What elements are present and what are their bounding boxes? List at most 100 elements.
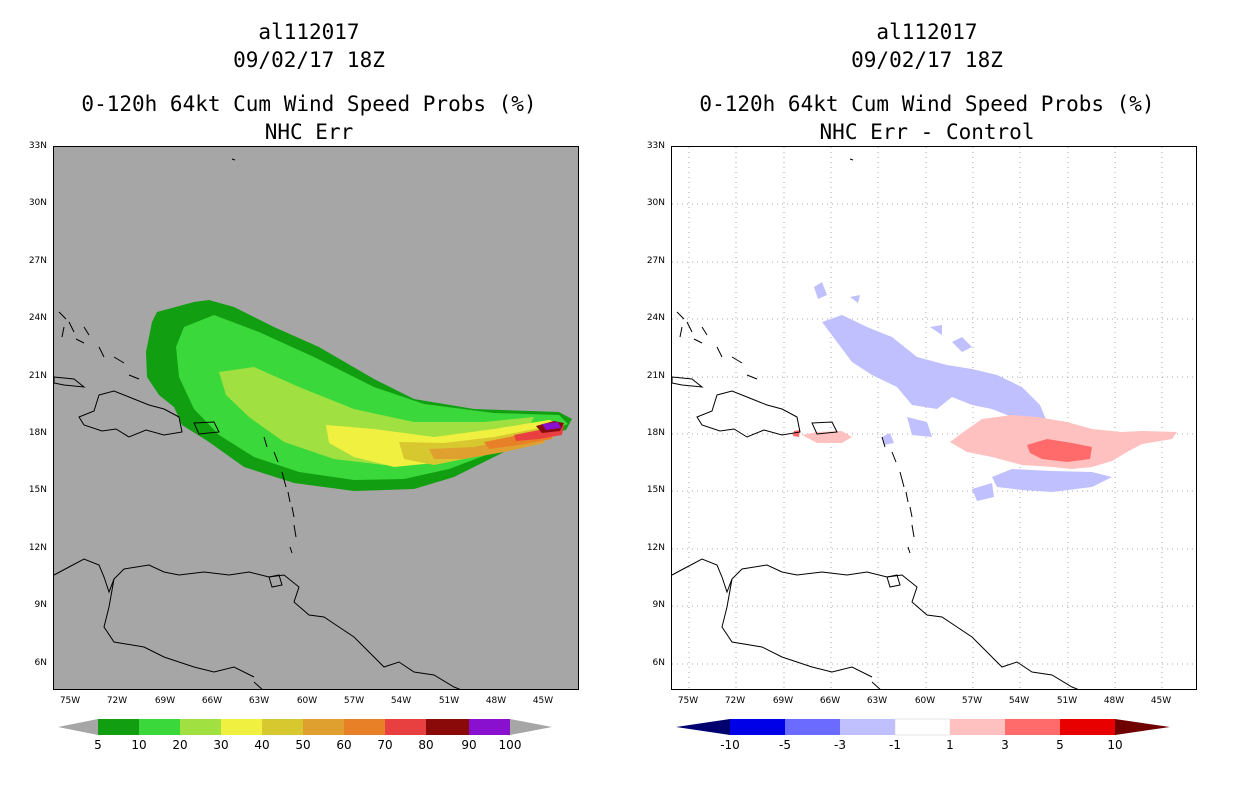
right-lon-label-45W: 45W	[1150, 696, 1172, 706]
left-lon-label-48W: 48W	[485, 696, 507, 706]
left-colorbar-label-90: 90	[461, 738, 477, 752]
diff-neg-area-7	[972, 483, 994, 501]
left-colorbar-label-10: 10	[131, 738, 147, 752]
right-product-title: 0-120h 64kt Cum Wind Speed Probs (%)	[699, 92, 1155, 116]
left-colorbar-bin-10	[139, 719, 180, 735]
left-panel: al112017 09/02/17 18Z 0-120h 64kt Cum Wi…	[28, 20, 579, 752]
right-lon-label-51W: 51W	[1056, 696, 1078, 706]
left-lat-label-6N: 6N	[34, 658, 47, 668]
right-lon-label-63W: 63W	[866, 696, 888, 706]
r-cuba-outline	[672, 376, 704, 388]
left-colorbar-label-30: 30	[213, 738, 229, 752]
hispaniola-outline	[78, 390, 183, 438]
right-lat-label-21N: 21N	[646, 371, 665, 381]
left-map	[53, 146, 579, 690]
left-colorbar-bin-5	[98, 719, 139, 735]
diff-pos-area-3	[1027, 439, 1092, 462]
left-datetime: 09/02/17 18Z	[233, 48, 385, 72]
right-colorbar-bin-1	[730, 719, 785, 735]
right-colorbar-label-10: 10	[1107, 738, 1123, 752]
left-colorbar-over-arrow	[510, 719, 552, 735]
right-map-graphic	[672, 147, 1196, 689]
right-colorbar-bin-7	[1060, 719, 1115, 735]
left-lat-label-30N: 30N	[28, 198, 47, 208]
right-colorbar	[676, 718, 1170, 736]
left-colorbar-label-40: 40	[254, 738, 270, 752]
left-lat-label-12N: 12N	[28, 543, 47, 553]
right-datetime: 09/02/17 18Z	[851, 48, 1003, 72]
left-colorbar-bin-30	[221, 719, 262, 735]
left-lon-label-54W: 54W	[390, 696, 412, 706]
right-colorbar-bin-2	[785, 719, 840, 735]
right-colorbar-label-3: 3	[1001, 738, 1009, 752]
left-lon-label-51W: 51W	[438, 696, 460, 706]
left-colorbar-label-50: 50	[295, 738, 311, 752]
right-lon-label-66W: 66W	[819, 696, 841, 706]
right-lat-label-27N: 27N	[646, 256, 665, 266]
left-colorbar	[58, 719, 552, 735]
bahamas-outline	[58, 311, 140, 380]
r-puerto-rico-outline	[811, 421, 838, 435]
left-lon-label-69W: 69W	[154, 696, 176, 706]
diff-pos-area-4	[793, 430, 800, 437]
left-lon-label-75W: 75W	[59, 696, 81, 706]
right-lat-label-24N: 24N	[646, 313, 665, 323]
left-product-title: 0-120h 64kt Cum Wind Speed Probs (%)	[81, 92, 537, 116]
right-lat-label-30N: 30N	[646, 198, 665, 208]
left-lon-label-45W: 45W	[532, 696, 554, 706]
right-lat-label-15N: 15N	[646, 485, 665, 495]
isolated-island	[231, 158, 236, 161]
right-colorbar-label-m3: -3	[834, 738, 846, 752]
left-colorbar-bin-70	[385, 719, 426, 735]
right-subtitle: NHC Err - Control	[819, 120, 1035, 144]
right-colorbar-bin-6	[1005, 719, 1060, 735]
right-colorbar-label-m1: -1	[889, 738, 901, 752]
left-colorbar-label-70: 70	[377, 738, 393, 752]
left-lat-label-33N: 33N	[28, 141, 47, 151]
right-lat-label-18N: 18N	[646, 428, 665, 438]
left-lon-label-66W: 66W	[201, 696, 223, 706]
diff-neg-area-8	[882, 433, 894, 445]
left-lon-label-60W: 60W	[296, 696, 318, 706]
left-colorbar-label-100: 100	[498, 738, 522, 752]
left-lon-label-63W: 63W	[248, 696, 270, 706]
right-map	[671, 146, 1197, 690]
diff-neg-area-4	[814, 282, 827, 299]
cuba-outline	[54, 376, 86, 388]
right-lon-label-54W: 54W	[1008, 696, 1030, 706]
right-colorbar-label-m10: -10	[720, 738, 740, 752]
right-panel: al112017 09/02/17 18Z 0-120h 64kt Cum Wi…	[618, 0, 1236, 800]
left-lat-label-21N: 21N	[28, 371, 47, 381]
left-colorbar-bin-90	[469, 719, 510, 735]
right-lat-label-6N: 6N	[652, 658, 665, 668]
left-colorbar-bin-50	[303, 719, 344, 735]
left-colorbar-under-arrow	[58, 719, 98, 735]
right-colorbar-label-m5: -5	[779, 738, 791, 752]
r-bahamas-outline	[676, 311, 758, 380]
lesser-antilles-outline	[263, 436, 297, 554]
diff-pos-area-2	[802, 431, 852, 443]
left-colorbar-label-20: 20	[172, 738, 188, 752]
right-colorbar-under-arrow	[676, 719, 730, 735]
right-lon-label-48W: 48W	[1103, 696, 1125, 706]
right-storm-id: al112017	[876, 20, 978, 44]
right-lat-label-12N: 12N	[646, 543, 665, 553]
left-colorbar-bin-60	[344, 719, 385, 735]
diff-neg-area-5	[850, 295, 860, 303]
left-lon-label-72W: 72W	[106, 696, 128, 706]
diff-neg-area-3	[952, 337, 972, 352]
left-colorbar-label-5: 5	[94, 738, 102, 752]
left-lat-label-15N: 15N	[28, 485, 47, 495]
right-colorbar-bin-4	[894, 718, 951, 736]
right-lat-label-33N: 33N	[646, 141, 665, 151]
right-grid	[672, 147, 1196, 689]
diff-neg-area-6	[992, 469, 1112, 492]
left-map-graphic	[54, 158, 572, 689]
r-hispaniola-outline	[696, 390, 801, 438]
r-lesser-antilles-outline	[881, 436, 915, 554]
left-subtitle: NHC Err	[264, 120, 354, 144]
left-lon-label-57W: 57W	[343, 696, 365, 706]
right-lon-label-72W: 72W	[724, 696, 746, 706]
right-lon-label-75W: 75W	[677, 696, 699, 706]
left-colorbar-label-80: 80	[418, 738, 434, 752]
